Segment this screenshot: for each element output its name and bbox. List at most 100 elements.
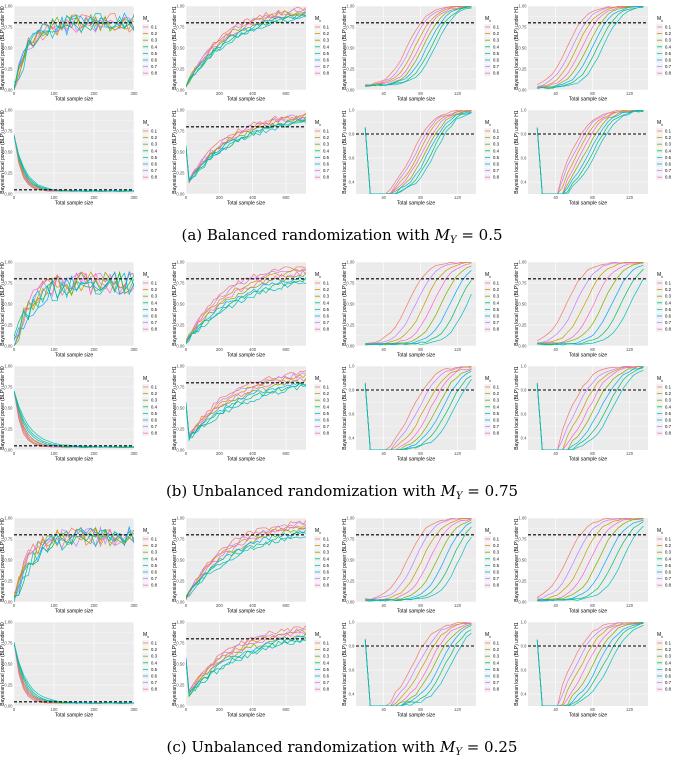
legend-label: 0.8 — [323, 431, 330, 436]
y-tick-label: 0.00 — [176, 599, 185, 604]
legend-label: 0.3 — [151, 654, 158, 659]
legend-label: 0.1 — [665, 129, 672, 134]
x-axis-label: Total sample size — [397, 201, 436, 207]
legend-label: 0.4 — [493, 404, 500, 409]
x-tick-label: 600 — [283, 347, 291, 352]
legend-label: 0.8 — [151, 583, 158, 588]
series-line-0.5 — [365, 293, 472, 346]
x-tick-label: 600 — [283, 707, 291, 712]
y-tick-label: 1.00 — [4, 619, 13, 624]
y-tick-label: 0.50 — [176, 405, 185, 410]
y-axis-label: Bayesian local power (BLP) under H1 — [172, 6, 178, 90]
y-tick-label: 0.75 — [346, 280, 355, 285]
y-axis-label: Bayesian local power (BLP) under H1 — [342, 622, 348, 706]
y-tick-label: 0.25 — [346, 66, 355, 71]
legend-label: 0.1 — [323, 537, 330, 542]
x-tick-label: 100 — [51, 707, 59, 712]
legend-label: 0.6 — [151, 58, 158, 63]
legend-label: 0.8 — [323, 327, 330, 332]
legend-title: Mx — [315, 120, 321, 127]
legend-label: 0.4 — [151, 404, 158, 409]
series-line-0.5 — [14, 135, 134, 192]
series-line-0.4 — [14, 390, 134, 448]
x-tick-label: 40 — [381, 347, 386, 352]
x-tick-label: 80 — [418, 707, 423, 712]
y-tick-label: 0.8 — [349, 387, 355, 392]
series-line-0.7 — [186, 372, 306, 436]
series-line-0.6 — [186, 276, 306, 344]
y-tick-label: 0.25 — [4, 66, 13, 71]
legend-label: 0.4 — [665, 556, 672, 561]
series-line-0.7 — [537, 518, 644, 599]
legend-label: 0.8 — [665, 71, 672, 76]
series-line-0.5 — [186, 384, 306, 442]
legend-label: 0.5 — [665, 667, 672, 672]
series-group — [364, 110, 472, 194]
legend-label: 0.6 — [493, 570, 500, 575]
legend-label: 0.5 — [151, 667, 158, 672]
series-group — [186, 6, 306, 88]
legend-label: 0.3 — [151, 398, 158, 403]
series-line-0.2 — [536, 622, 644, 706]
legend-label: 0.1 — [493, 385, 500, 390]
series-line-0.1 — [186, 625, 306, 693]
legend-label: 0.7 — [665, 576, 672, 581]
series-line-0.1 — [14, 526, 134, 598]
legend-label: 0.4 — [151, 556, 158, 561]
series-line-0.3 — [186, 527, 306, 597]
series-line-0.6 — [536, 110, 644, 194]
y-tick-label: 0.25 — [518, 578, 527, 583]
series-line-0.8 — [186, 116, 306, 184]
y-tick-label: 0.6 — [349, 667, 355, 672]
x-axis-label: Total sample size — [397, 97, 436, 103]
series-line-0.5 — [365, 537, 472, 602]
x-axis-label: Total sample size — [227, 457, 266, 463]
y-tick-label: 0.00 — [4, 703, 13, 708]
series-line-0.7 — [364, 622, 472, 706]
y-axis-label: Bayesian local power (BLP) under H1 — [514, 6, 520, 90]
y-tick-label: 1.00 — [346, 515, 355, 520]
legend-title: Mx — [315, 272, 321, 279]
legend-title: Mx — [657, 16, 663, 23]
legend-label: 0.5 — [151, 51, 158, 56]
y-tick-label: 0.25 — [4, 170, 13, 175]
y-tick-label: 0.00 — [4, 599, 13, 604]
x-tick-label: 40 — [553, 707, 558, 712]
legend-label: 0.4 — [665, 300, 672, 305]
legend-label: 0.3 — [665, 294, 672, 299]
y-tick-label: 0.75 — [518, 536, 527, 541]
legend-label: 0.6 — [151, 162, 158, 167]
series-line-0.2 — [365, 6, 472, 86]
legend-label: 0.5 — [151, 411, 158, 416]
legend-label: 0.8 — [493, 583, 500, 588]
legend-label: 0.6 — [665, 58, 672, 63]
series-line-0.3 — [537, 6, 644, 89]
series-group — [365, 262, 472, 346]
x-tick-label: 200 — [216, 451, 224, 456]
series-line-0.5 — [537, 6, 644, 89]
legend-label: 0.8 — [493, 71, 500, 76]
y-axis-label: Bayesian local power (BLP) under H1 — [342, 366, 348, 450]
legend-label: 0.7 — [323, 576, 330, 581]
legend-label: 0.8 — [493, 175, 500, 180]
legend-label: 0.1 — [323, 641, 330, 646]
legend-label: 0.5 — [665, 51, 672, 56]
series-line-0.1 — [186, 266, 306, 342]
y-tick-label: 1.00 — [346, 3, 355, 8]
y-tick-label: 0.00 — [518, 87, 527, 92]
legend-label: 0.2 — [151, 391, 158, 396]
legend-label: 0.3 — [493, 294, 500, 299]
legend-label: 0.6 — [493, 58, 500, 63]
legend-title: Mx — [657, 120, 663, 127]
series-line-0.7 — [186, 522, 306, 598]
series-line-0.5 — [364, 379, 472, 450]
legend-label: 0.7 — [151, 320, 158, 325]
series-line-0.8 — [186, 376, 306, 437]
y-axis-label: Bayesian local power (BLP) under H1 — [514, 110, 520, 194]
series-line-0.8 — [364, 622, 472, 706]
x-axis-label: Total sample size — [397, 457, 436, 463]
panel-c-2-4: 0.4 0.6 0.8 1.0 40 80 120 Total sample size Baye… — [514, 619, 672, 718]
y-tick-label: 1.00 — [4, 363, 13, 368]
x-tick-label: 400 — [249, 91, 257, 96]
x-axis-label: Total sample size — [569, 609, 608, 615]
